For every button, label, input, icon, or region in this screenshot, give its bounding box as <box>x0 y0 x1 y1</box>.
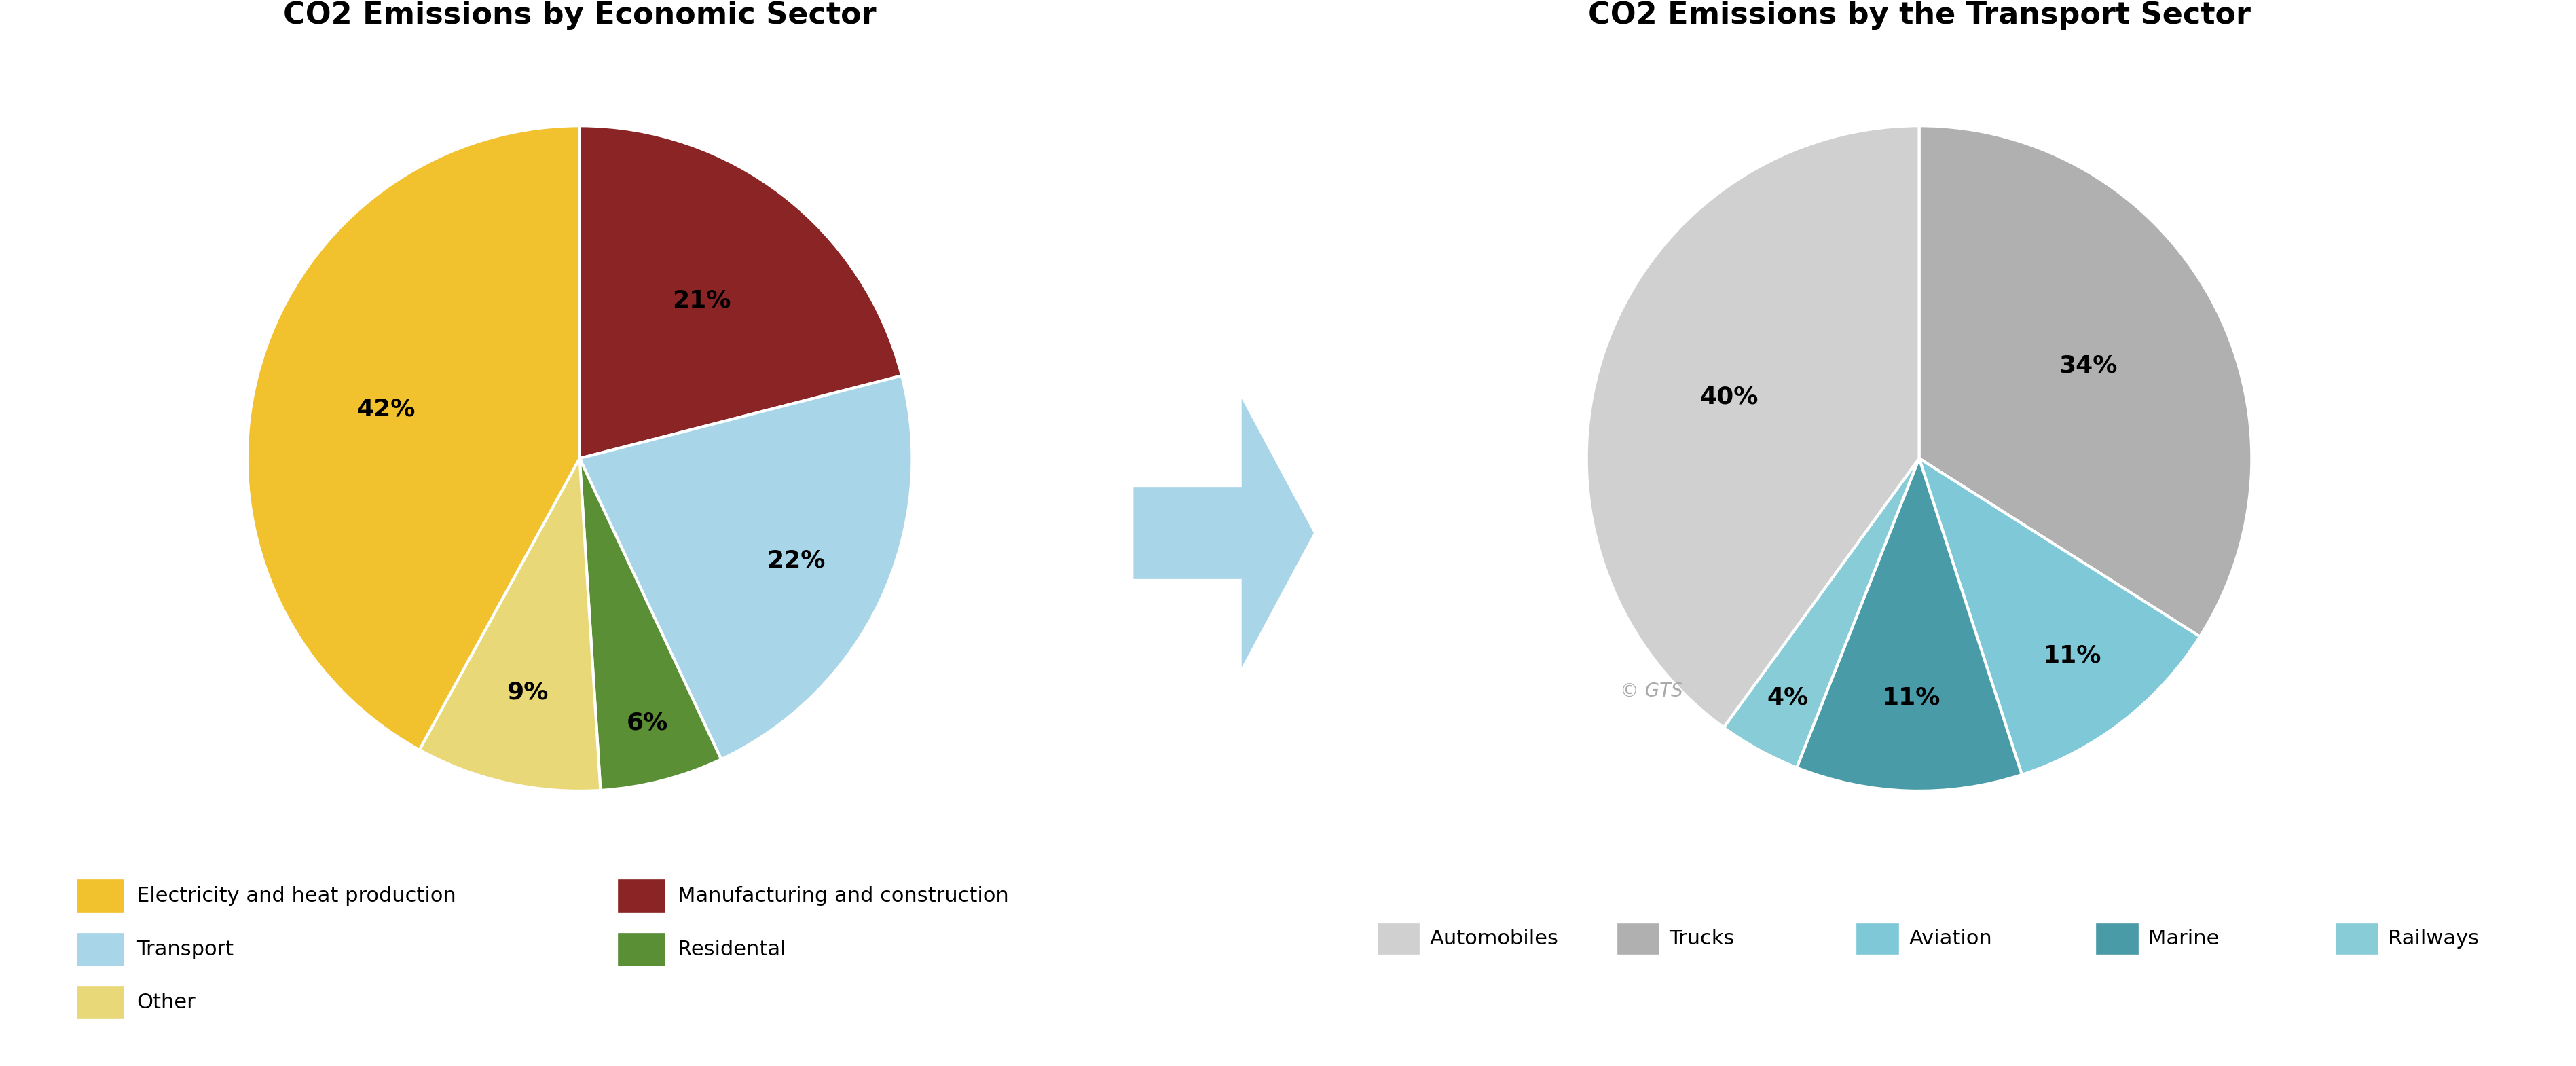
Text: © GTS: © GTS <box>1620 681 1682 700</box>
Wedge shape <box>247 126 580 749</box>
Text: Marine: Marine <box>2148 930 2221 949</box>
Wedge shape <box>1919 458 2200 775</box>
Wedge shape <box>580 126 902 458</box>
Text: Aviation: Aviation <box>1909 930 1991 949</box>
Text: Electricity and heat production: Electricity and heat production <box>137 886 456 906</box>
Text: 42%: 42% <box>358 398 415 420</box>
Title: CO2 Emissions by the Transport Sector: CO2 Emissions by the Transport Sector <box>1587 1 2251 30</box>
Wedge shape <box>580 458 721 790</box>
Text: 11%: 11% <box>1883 687 1940 709</box>
Text: Trucks: Trucks <box>1669 930 1734 949</box>
Text: Automobiles: Automobiles <box>1430 930 1558 949</box>
Polygon shape <box>1133 399 1314 667</box>
Title: CO2 Emissions by Economic Sector: CO2 Emissions by Economic Sector <box>283 1 876 30</box>
Text: 11%: 11% <box>2043 644 2102 667</box>
Wedge shape <box>420 458 600 791</box>
Wedge shape <box>1919 126 2251 636</box>
Wedge shape <box>580 375 912 759</box>
Text: 4%: 4% <box>1767 685 1808 709</box>
Text: Transport: Transport <box>137 939 234 959</box>
Wedge shape <box>1795 458 2022 791</box>
Text: 9%: 9% <box>507 680 549 704</box>
Text: 40%: 40% <box>1700 385 1759 408</box>
Text: 22%: 22% <box>768 549 824 571</box>
Text: Manufacturing and construction: Manufacturing and construction <box>677 886 1010 906</box>
Text: Railways: Railways <box>2388 930 2478 949</box>
Text: 6%: 6% <box>626 711 667 734</box>
Wedge shape <box>1587 126 1919 727</box>
Text: 34%: 34% <box>2058 354 2117 377</box>
Text: Residental: Residental <box>677 939 786 959</box>
Text: 21%: 21% <box>672 289 732 312</box>
Text: Other: Other <box>137 992 196 1013</box>
Wedge shape <box>1723 458 1919 768</box>
